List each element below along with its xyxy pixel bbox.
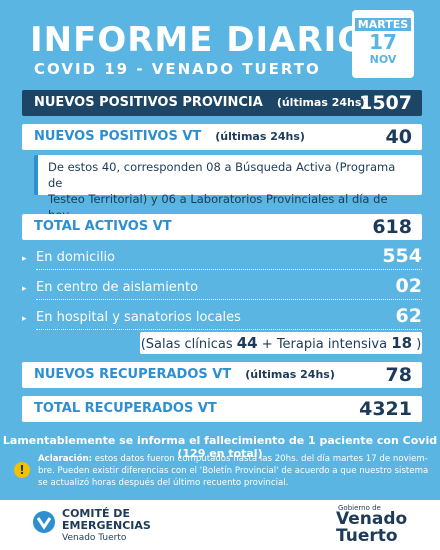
label: En domicilio	[36, 250, 116, 265]
day: 17	[369, 30, 397, 54]
text: Venado Tuerto	[62, 533, 127, 543]
item: ▸ En centro de aislamiento 02	[22, 275, 422, 300]
text: Gobierno de	[338, 504, 381, 512]
row: NUEVOS RECUPERADOS VT (últimas 24hs) 78	[22, 362, 422, 388]
logo	[33, 511, 55, 533]
clarification-title: Aclaración:	[38, 454, 93, 464]
weekday: MARTES	[355, 18, 411, 31]
text: COMITÉ DE	[62, 507, 130, 520]
line: bre. Pueden existir diferencias con el '…	[38, 466, 429, 476]
detail: De estos 40, corresponden 08 a Búsqueda …	[34, 155, 422, 222]
line: se actualizó horas después del último re…	[38, 478, 289, 488]
label: NUEVOS POSITIVOS VT	[34, 129, 202, 144]
detail-line: De estos 40, corresponden 08 a Búsqueda …	[48, 160, 396, 190]
title: INFORME DIARIO	[30, 20, 368, 60]
row: NUEVOS POSITIVOS PROVINCIA (últimas 24hs)…	[22, 90, 422, 116]
text: Venado	[336, 509, 408, 529]
note: (últimas 24hs)	[215, 130, 305, 143]
calendar: MARTES 17 NOV	[352, 10, 414, 78]
value: 40	[385, 126, 412, 148]
value: 02	[395, 275, 422, 297]
deaths: Lamentablemente se informa el fallecimie…	[2, 434, 438, 460]
value: 44	[236, 334, 258, 352]
text: Terapia intensiva	[276, 337, 388, 352]
row: TOTAL RECUPERADOS VT 4321	[22, 396, 422, 422]
label: En hospital y sanatorios locales	[36, 310, 241, 325]
value: 618	[372, 216, 412, 238]
subtitle: COVID 19 - VENADO TUERTO	[34, 60, 321, 78]
text: )	[416, 337, 422, 352]
text: Tuerto	[336, 526, 398, 546]
label: NUEVOS RECUPERADOS VT	[34, 367, 232, 382]
label: TOTAL ACTIVOS VT	[34, 219, 172, 234]
value: 62	[395, 305, 422, 327]
value: 4321	[359, 398, 412, 420]
note: (últimas 24hs)	[245, 368, 335, 381]
breakdown: (Salas clínicas 44 + Terapia intensiva 1…	[140, 332, 422, 354]
text: EMERGENCIAS	[62, 519, 151, 532]
value: 78	[385, 364, 412, 386]
label: En centro de aislamiento	[36, 280, 199, 295]
row: TOTAL ACTIVOS VT 618	[22, 214, 422, 240]
note: (últimas 24hs)	[276, 96, 367, 109]
month: NOV	[369, 53, 397, 66]
item: ▸ En domicilio 554	[22, 245, 422, 270]
value: 554	[382, 245, 422, 267]
clarification: Aclaración: estos datos fueron computado…	[38, 453, 438, 489]
value: 1507	[359, 92, 412, 114]
label: TOTAL RECUPERADOS VT	[34, 401, 217, 416]
label: NUEVOS POSITIVOS PROVINCIA	[34, 95, 263, 110]
text: (Salas clínicas	[140, 337, 233, 352]
line: estos datos fueron computados hasta las …	[94, 454, 428, 464]
row: NUEVOS POSITIVOS VT (últimas 24hs) 40	[22, 124, 422, 150]
item: ▸ En hospital y sanatorios locales 62	[22, 305, 422, 330]
text: +	[261, 337, 273, 352]
value: 18	[391, 334, 413, 352]
warning-icon: !	[14, 462, 30, 478]
footer: COMITÉ DE EMERGENCIAS Venado Tuerto Gobier…	[0, 500, 440, 550]
